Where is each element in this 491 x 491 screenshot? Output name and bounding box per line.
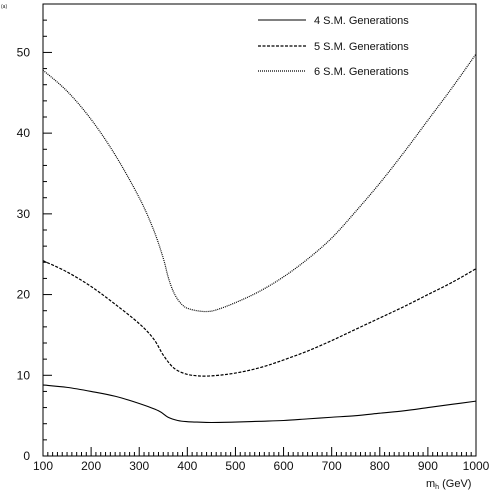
x-tick-label: 200 xyxy=(81,459,101,473)
x-tick-label: 300 xyxy=(129,459,149,473)
x-axis-title: mh (GeV) xyxy=(426,478,471,491)
series-line-5-generations xyxy=(42,260,477,377)
x-tick-label: 700 xyxy=(322,459,342,473)
x-axis-subscript: h xyxy=(435,484,439,491)
x-tick-label: 900 xyxy=(418,459,438,473)
legend: 4 S.M. Generations 5 S.M. Generations 6 S.… xyxy=(258,15,409,78)
tick-labels: 100 200 300 400 500 600 700 800 900 1000 0 10 20 30 40… xyxy=(17,45,490,473)
x-tick-label: 600 xyxy=(274,459,294,473)
series-line-4-generations xyxy=(42,384,477,424)
legend-label: 4 S.M. Generations xyxy=(314,15,409,27)
legend-label: 5 S.M. Generations xyxy=(314,41,409,53)
y-tick-label: 20 xyxy=(17,288,31,302)
x-axis-symbol: m xyxy=(426,478,435,490)
x-tick-label: 1000 xyxy=(463,459,490,473)
x-tick-label: 400 xyxy=(177,459,197,473)
y-tick-label: 10 xyxy=(17,368,31,382)
y-tick-label: 50 xyxy=(17,45,31,59)
y-tick-label: 30 xyxy=(17,207,31,221)
series-line-6-generations xyxy=(42,53,477,313)
corner-label: (a) xyxy=(1,4,7,10)
axis-ticks xyxy=(42,3,477,457)
x-tick-label: 800 xyxy=(370,459,390,473)
x-tick-label: 100 xyxy=(33,459,53,473)
plot-frame xyxy=(42,3,477,457)
y-tick-label: 40 xyxy=(17,126,31,140)
legend-label: 6 S.M. Generations xyxy=(314,66,409,78)
x-axis-unit: (GeV) xyxy=(439,478,471,490)
data-series xyxy=(42,53,477,424)
y-tick-label: 0 xyxy=(23,449,30,463)
x-tick-label: 500 xyxy=(225,459,245,473)
